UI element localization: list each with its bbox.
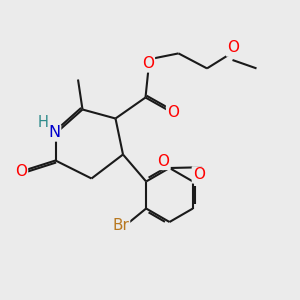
Text: H: H (38, 115, 48, 130)
Text: O: O (193, 167, 205, 182)
Text: O: O (158, 154, 169, 169)
Text: O: O (142, 56, 154, 71)
Text: Br: Br (112, 218, 129, 232)
Text: O: O (167, 105, 179, 120)
Text: O: O (15, 164, 27, 178)
Text: O: O (227, 40, 239, 56)
Text: N: N (48, 125, 60, 140)
